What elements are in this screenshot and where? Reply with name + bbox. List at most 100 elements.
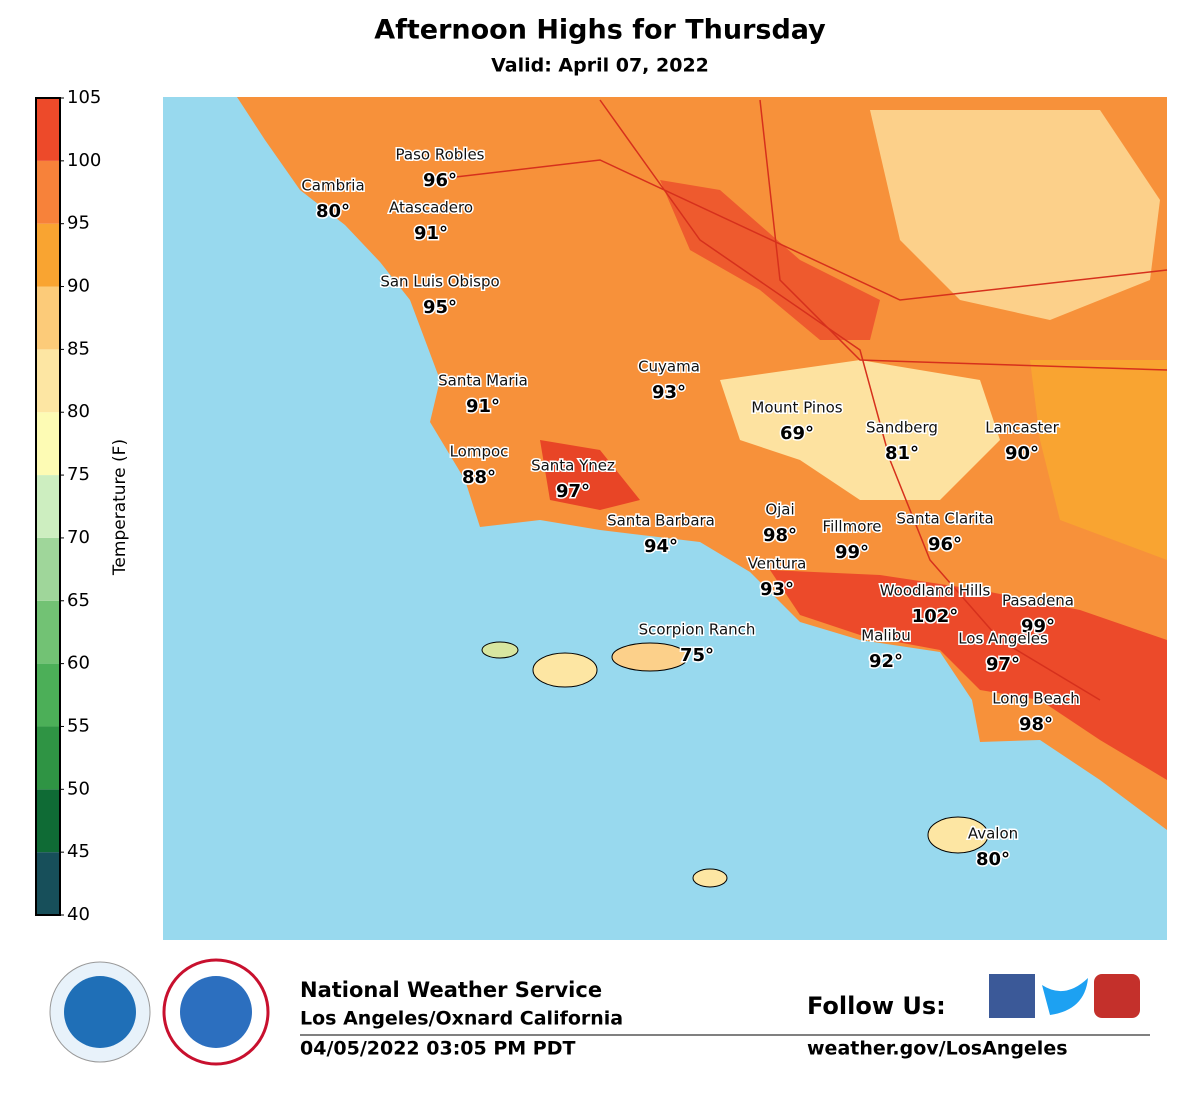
colorbar-tick-label: 75 xyxy=(67,464,90,485)
city-temp: 69° xyxy=(780,423,814,444)
city-name: Santa Ynez xyxy=(531,457,615,475)
colorbar-tick-label: 65 xyxy=(67,590,90,611)
city-name: Santa Clarita xyxy=(896,510,993,528)
subtitle: Valid: April 07, 2022 xyxy=(491,55,709,77)
issued: 04/05/2022 03:05 PM PDT xyxy=(300,1038,575,1060)
twitter-icon xyxy=(1042,978,1088,1015)
colorbar-band xyxy=(36,852,60,915)
cool-area xyxy=(720,360,1000,500)
colorbar: 40 45 50 55 60 65 70 75 80 85 90 95 100 105 xyxy=(35,87,101,925)
city-name: Mount Pinos xyxy=(751,399,842,417)
colorbar-tick-label: 40 xyxy=(67,904,90,925)
colorbar-band xyxy=(36,600,60,664)
colorbar-tick-label: 100 xyxy=(67,150,101,171)
city-temp: 88° xyxy=(462,467,496,488)
city-temp: 99° xyxy=(1021,616,1055,637)
city-name: Atascadero xyxy=(389,199,473,217)
city-name: Malibu xyxy=(861,627,911,645)
city-name: Lompoc xyxy=(450,443,509,461)
colorbar-tick-label: 70 xyxy=(67,527,90,548)
city-temp: 92° xyxy=(869,651,903,672)
hot-area xyxy=(540,440,640,510)
hot-area xyxy=(660,180,880,340)
city-temp: 93° xyxy=(760,579,794,600)
city-name: Cambria xyxy=(301,177,364,195)
city-temp: 93° xyxy=(652,382,686,403)
map: Paso Robles 96° Cambria 80° Atascadero 91° San… xyxy=(163,97,1168,940)
colorbar-band xyxy=(36,726,60,790)
city-temp: 102° xyxy=(912,606,959,627)
colorbar-label: Temperature (F) xyxy=(110,439,130,576)
org: National Weather Service xyxy=(300,978,602,1002)
city-name: Santa Barbara xyxy=(607,512,715,530)
follow: Follow Us: xyxy=(807,992,946,1020)
city-name: Scorpion Ranch xyxy=(639,621,756,639)
colorbar-band xyxy=(36,537,60,601)
colorbar-frame xyxy=(35,97,61,916)
colorbar-tick-label: 105 xyxy=(67,87,101,108)
city-temp: 91° xyxy=(414,223,448,244)
colorbar-tick-label: 85 xyxy=(67,338,90,359)
colorbar-tick-label: 90 xyxy=(67,276,90,297)
city-temp: 98° xyxy=(763,525,797,546)
colorbar-tick-label: 60 xyxy=(67,653,90,674)
city-temp: 98° xyxy=(1019,714,1053,735)
warm-area xyxy=(1030,360,1167,560)
city-temp: 81° xyxy=(885,443,919,464)
island xyxy=(481,641,519,659)
island xyxy=(532,652,598,688)
island xyxy=(927,816,989,854)
city-temp: 90° xyxy=(1005,443,1039,464)
roads xyxy=(429,99,1168,701)
city-name: Avalon xyxy=(968,825,1018,843)
city-name: Ventura xyxy=(748,555,807,573)
city-name: Paso Robles xyxy=(396,146,485,164)
facebook-icon xyxy=(989,974,1035,1018)
city-temp: 99° xyxy=(835,542,869,563)
city-temp: 91° xyxy=(466,396,500,417)
hot-area xyxy=(770,570,1167,780)
city-name: Woodland Hills xyxy=(880,582,991,600)
nws-logo xyxy=(180,976,252,1048)
city-temp: 75° xyxy=(680,645,714,666)
island xyxy=(692,868,728,888)
colorbar-band xyxy=(36,789,60,853)
city-temp: 96° xyxy=(928,534,962,555)
city-temp: 97° xyxy=(986,654,1020,675)
colorbar-band xyxy=(36,98,60,161)
city-name: Cuyama xyxy=(638,358,700,376)
colorbar-band xyxy=(36,475,60,538)
colorbar-tick-label: 95 xyxy=(67,213,90,234)
colorbar-band xyxy=(36,286,60,350)
footer: National Weather Service Los Angeles/Oxn… xyxy=(49,958,1150,1066)
colorbar-tick-label: 50 xyxy=(67,778,90,799)
colorbar-band xyxy=(36,663,60,727)
website: weather.gov/LosAngeles xyxy=(807,1038,1068,1060)
city-name: Fillmore xyxy=(823,518,882,536)
office: Los Angeles/Oxnard California xyxy=(300,1008,623,1030)
city-name: San Luis Obispo xyxy=(380,273,499,291)
colorbar-tick-label: 45 xyxy=(67,841,90,862)
colorbar-band xyxy=(36,349,60,413)
city-temp: 80° xyxy=(316,201,350,222)
city-name: Lancaster xyxy=(985,419,1059,437)
city-temp: 95° xyxy=(423,297,457,318)
colorbar-band xyxy=(36,412,60,476)
city-name: Los Angeles xyxy=(958,630,1048,648)
cool-area xyxy=(870,110,1160,320)
city-name: Sandberg xyxy=(866,419,938,437)
city-temp: 94° xyxy=(644,536,678,557)
colorbar-tick-label: 80 xyxy=(67,401,90,422)
city-temp: 97° xyxy=(556,481,590,502)
colorbar-tick-label: 55 xyxy=(67,715,90,736)
city-name: Long Beach xyxy=(992,690,1080,708)
noaa-logo xyxy=(64,976,136,1048)
city-name: Ojai xyxy=(765,501,794,519)
colorbar-band xyxy=(36,223,60,287)
title: Afternoon Highs for Thursday xyxy=(374,15,826,46)
city-temp: 80° xyxy=(976,849,1010,870)
island xyxy=(611,642,689,672)
city-name: Pasadena xyxy=(1002,592,1074,610)
city-temp: 96° xyxy=(423,170,457,191)
